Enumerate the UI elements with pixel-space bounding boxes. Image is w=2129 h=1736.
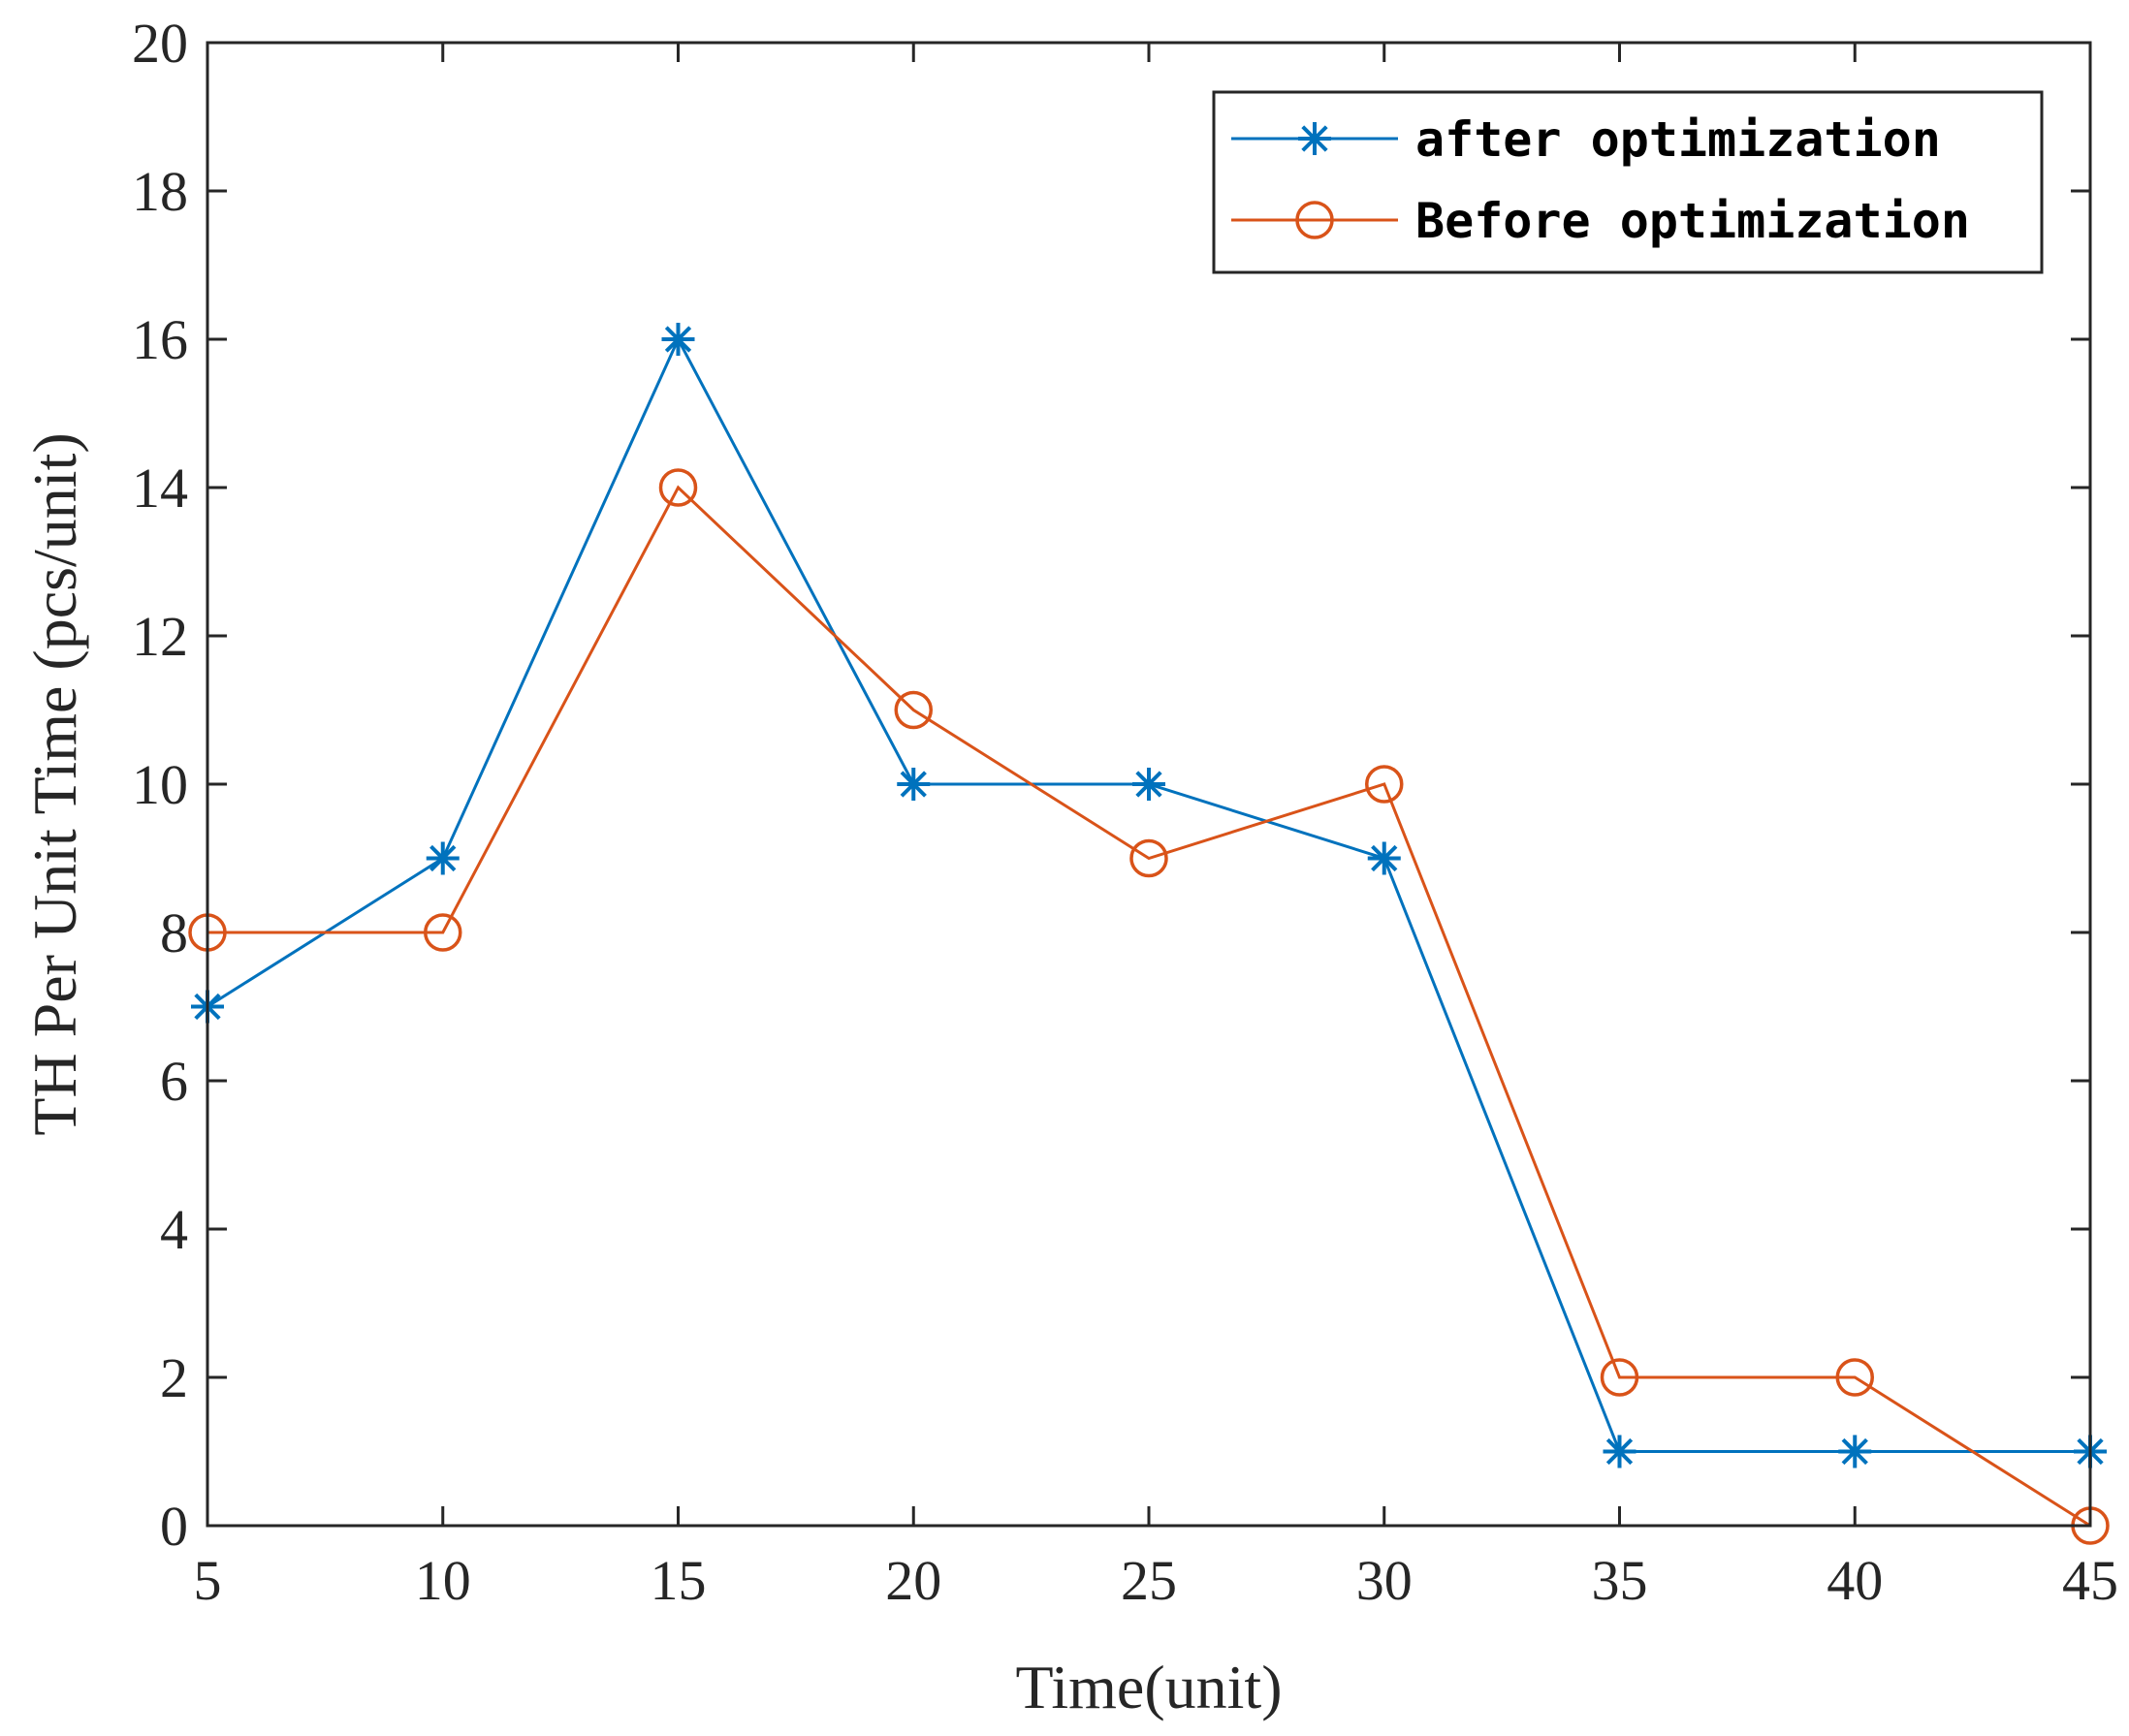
data-point-asterisk	[897, 768, 931, 801]
x-tick-label: 40	[1827, 1549, 1883, 1612]
y-tick-label: 12	[132, 605, 188, 668]
x-tick-label: 10	[415, 1549, 471, 1612]
series-line	[207, 485, 2091, 1528]
y-tick-label: 8	[160, 901, 188, 964]
legend-label-after: after optimization	[1415, 111, 1941, 168]
data-point-asterisk	[661, 323, 695, 356]
data-point-asterisk	[1367, 841, 1401, 875]
plot-frame	[206, 41, 2092, 1528]
data-point-circle	[1600, 1358, 1639, 1397]
legend-box	[1212, 90, 2044, 274]
y-axis-ticks: 0 2 4 6 8 10 12 14 16 18 20	[132, 12, 2090, 1558]
y-tick-label: 14	[132, 457, 188, 520]
data-point-circle	[1835, 1358, 1874, 1397]
legend-marker-before-circle	[1295, 201, 1334, 239]
y-tick-label: 2	[160, 1346, 188, 1409]
legend-marker-after-asterisk	[1298, 122, 1331, 155]
y-tick-label: 10	[132, 753, 188, 816]
y-tick-label: 4	[160, 1198, 188, 1261]
x-tick-label: 20	[885, 1549, 941, 1612]
data-point-asterisk	[426, 841, 460, 875]
data-point-circle	[424, 913, 462, 952]
legend-label-before: Before optimization	[1415, 193, 1970, 249]
y-tick-label: 18	[132, 160, 188, 223]
x-tick-label: 35	[1592, 1549, 1648, 1612]
x-tick-label: 45	[2062, 1549, 2118, 1612]
y-tick-label: 16	[132, 308, 188, 371]
data-point-asterisk	[1132, 768, 1165, 801]
data-point-circle	[1129, 838, 1168, 878]
legend-asterisk-shape	[1298, 122, 1331, 155]
data-point-asterisk	[1603, 1435, 1636, 1468]
data-point-circle	[658, 468, 698, 507]
y-tick-label: 20	[132, 12, 188, 75]
x-axis-ticks: 5 10 15 20 25 30 35 40 45	[194, 43, 2118, 1612]
y-tick-label: 6	[160, 1050, 188, 1113]
data-point-circle	[1365, 765, 1404, 804]
y-tick-label: 0	[160, 1495, 188, 1558]
x-axis-title: Time(unit)	[1016, 1653, 1283, 1721]
legend: after optimization Before optimization	[1212, 90, 2044, 274]
x-tick-label: 30	[1356, 1549, 1413, 1612]
x-tick-label: 15	[651, 1549, 707, 1612]
y-axis-title: TH Per Unit Time (pcs/unit)	[20, 432, 89, 1135]
x-tick-label: 5	[194, 1549, 222, 1612]
x-tick-label: 25	[1121, 1549, 1177, 1612]
data-point-asterisk	[1838, 1435, 1872, 1468]
data-point-circle	[894, 690, 933, 730]
